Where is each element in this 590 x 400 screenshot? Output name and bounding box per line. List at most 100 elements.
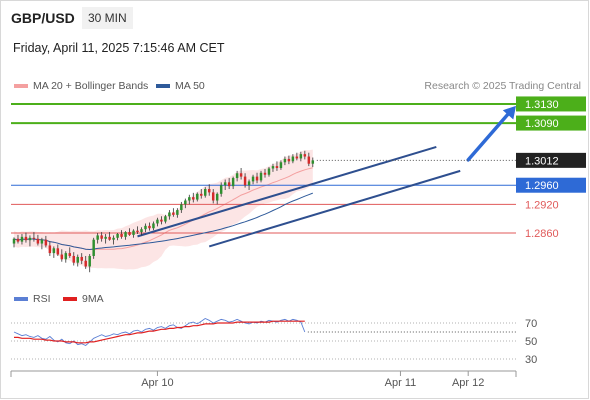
candle [156, 217, 159, 227]
level-label-2: 1.2960 [525, 180, 559, 192]
candle-body [188, 197, 191, 201]
candle-body [184, 200, 187, 205]
candle [88, 254, 91, 273]
candle-body [92, 239, 95, 256]
candle [40, 237, 44, 250]
candle [200, 189, 203, 199]
candle [263, 168, 267, 178]
candle-body [12, 238, 16, 244]
candle [24, 232, 28, 243]
candle-body [267, 168, 271, 175]
candle [20, 233, 24, 245]
candle [172, 208, 175, 217]
candle-body [243, 176, 247, 186]
candle-body [239, 173, 243, 177]
channel-lower-line [208, 169, 461, 248]
candle-body [72, 255, 75, 263]
candle [251, 174, 255, 185]
candle [184, 198, 187, 209]
candle-body [148, 225, 151, 229]
candle [176, 208, 179, 218]
candle-body [80, 256, 83, 261]
candle-body [259, 172, 263, 181]
rsi-tick-2: 30 [525, 354, 537, 366]
candle [192, 192, 195, 203]
candle-body [287, 158, 291, 162]
candle [279, 160, 283, 170]
candle [223, 179, 227, 190]
rsi-panel: 70 50 30 [11, 317, 537, 366]
candle [144, 223, 147, 233]
candle-body [176, 210, 179, 215]
x-tick-label-1: Apr 11 [385, 377, 417, 389]
candle [84, 255, 87, 269]
candle [76, 254, 79, 267]
candle-body [112, 237, 115, 240]
candle [204, 187, 207, 198]
candle-body [32, 237, 36, 239]
candle-body [56, 248, 60, 255]
candle-body [247, 181, 251, 186]
symbol-title: GBP/USD [11, 10, 75, 26]
candle [108, 232, 111, 241]
candle-body [84, 260, 87, 267]
candle-body [60, 254, 64, 260]
candle [136, 226, 139, 234]
candle-body [223, 182, 227, 186]
candle [247, 179, 251, 190]
candle-body [16, 238, 20, 242]
candle [28, 235, 32, 247]
last-price-label: 1.3012 [525, 155, 559, 167]
candle [299, 151, 303, 162]
candle-body [64, 253, 68, 260]
candle [168, 210, 171, 220]
candle [80, 253, 83, 265]
candle-body [128, 232, 131, 235]
candle-body [227, 182, 231, 187]
candle-body [219, 185, 223, 194]
rsi-tick-1: 50 [525, 336, 537, 348]
candle-body [307, 156, 311, 164]
candle [12, 237, 16, 248]
projection [466, 105, 516, 162]
timeframe-badge[interactable]: 30 MIN [82, 7, 133, 29]
candle [207, 184, 211, 196]
candle [283, 156, 287, 166]
candle-body [251, 176, 255, 182]
candle-body [96, 235, 99, 240]
candle [164, 214, 167, 224]
candle [148, 222, 151, 231]
candle-body [48, 245, 52, 254]
candle [243, 173, 247, 188]
candle [188, 194, 191, 205]
channel-upper-line [137, 146, 437, 238]
ma50-swatch [156, 84, 170, 88]
candle [180, 201, 183, 213]
candle [211, 189, 215, 204]
candle-body [271, 166, 275, 169]
candle-body [235, 173, 239, 179]
moving-averages [13, 192, 313, 251]
level-label-1: 1.3090 [525, 118, 559, 130]
candle [259, 170, 263, 183]
candle [132, 229, 135, 238]
candle [307, 152, 311, 167]
candle-body [172, 212, 175, 215]
rsi-series-0 [13, 317, 306, 347]
candle [96, 233, 99, 244]
candle [56, 244, 60, 256]
price-labels: 1.3130 1.3090 1.2960 1.2920 1.2860 1.3012 [316, 96, 586, 240]
candle [196, 192, 199, 202]
candle-body [192, 197, 195, 200]
rsi-tick-0: 70 [525, 318, 537, 330]
legend-ma-bb: MA 20 + Bollinger Bands [33, 80, 149, 92]
rsi-series-1 [14, 320, 305, 344]
candle-body [108, 236, 111, 240]
legend-rsi: RSI [33, 293, 51, 305]
candle [32, 232, 36, 242]
projection-arrow-head [502, 105, 516, 120]
candle-body [88, 255, 91, 267]
candle-body [279, 162, 283, 169]
